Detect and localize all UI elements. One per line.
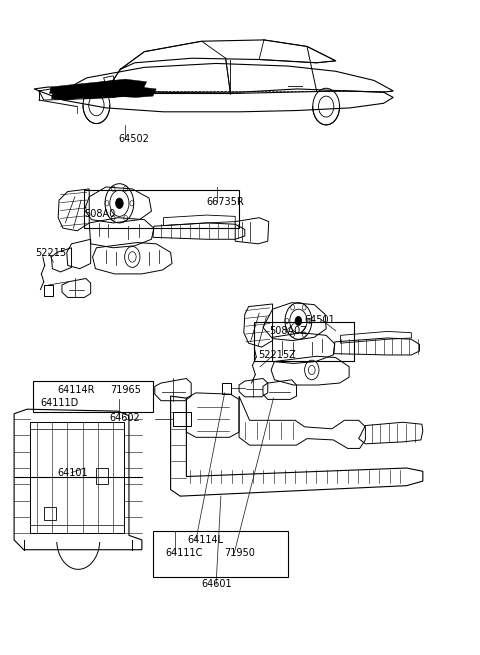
Text: 508A0Z: 508A0Z — [270, 326, 308, 337]
Text: 64101: 64101 — [57, 468, 88, 477]
Text: 66735R: 66735R — [206, 197, 244, 207]
Text: 52215Z: 52215Z — [258, 350, 296, 360]
Text: 64111D: 64111D — [40, 398, 78, 407]
Polygon shape — [92, 88, 136, 98]
Circle shape — [116, 198, 123, 208]
Polygon shape — [72, 82, 125, 92]
Polygon shape — [99, 79, 147, 89]
Bar — [153, 531, 288, 577]
Bar — [84, 190, 239, 228]
Polygon shape — [49, 84, 96, 94]
Polygon shape — [114, 87, 156, 98]
Text: 64111C: 64111C — [166, 548, 203, 558]
Bar — [254, 322, 354, 362]
Text: 64502: 64502 — [118, 134, 149, 144]
Text: 71950: 71950 — [225, 548, 255, 558]
Text: 64602: 64602 — [110, 413, 141, 422]
Text: 508A0: 508A0 — [84, 210, 116, 219]
Text: 71965: 71965 — [110, 385, 141, 395]
Text: 64114R: 64114R — [57, 385, 95, 395]
Circle shape — [295, 316, 302, 326]
Text: 64501: 64501 — [305, 314, 336, 325]
Text: 52215: 52215 — [35, 248, 66, 258]
Polygon shape — [70, 89, 118, 99]
Bar — [33, 381, 153, 413]
Text: 64601: 64601 — [202, 580, 232, 590]
Text: 64114L: 64114L — [187, 535, 224, 545]
Polygon shape — [51, 91, 87, 100]
